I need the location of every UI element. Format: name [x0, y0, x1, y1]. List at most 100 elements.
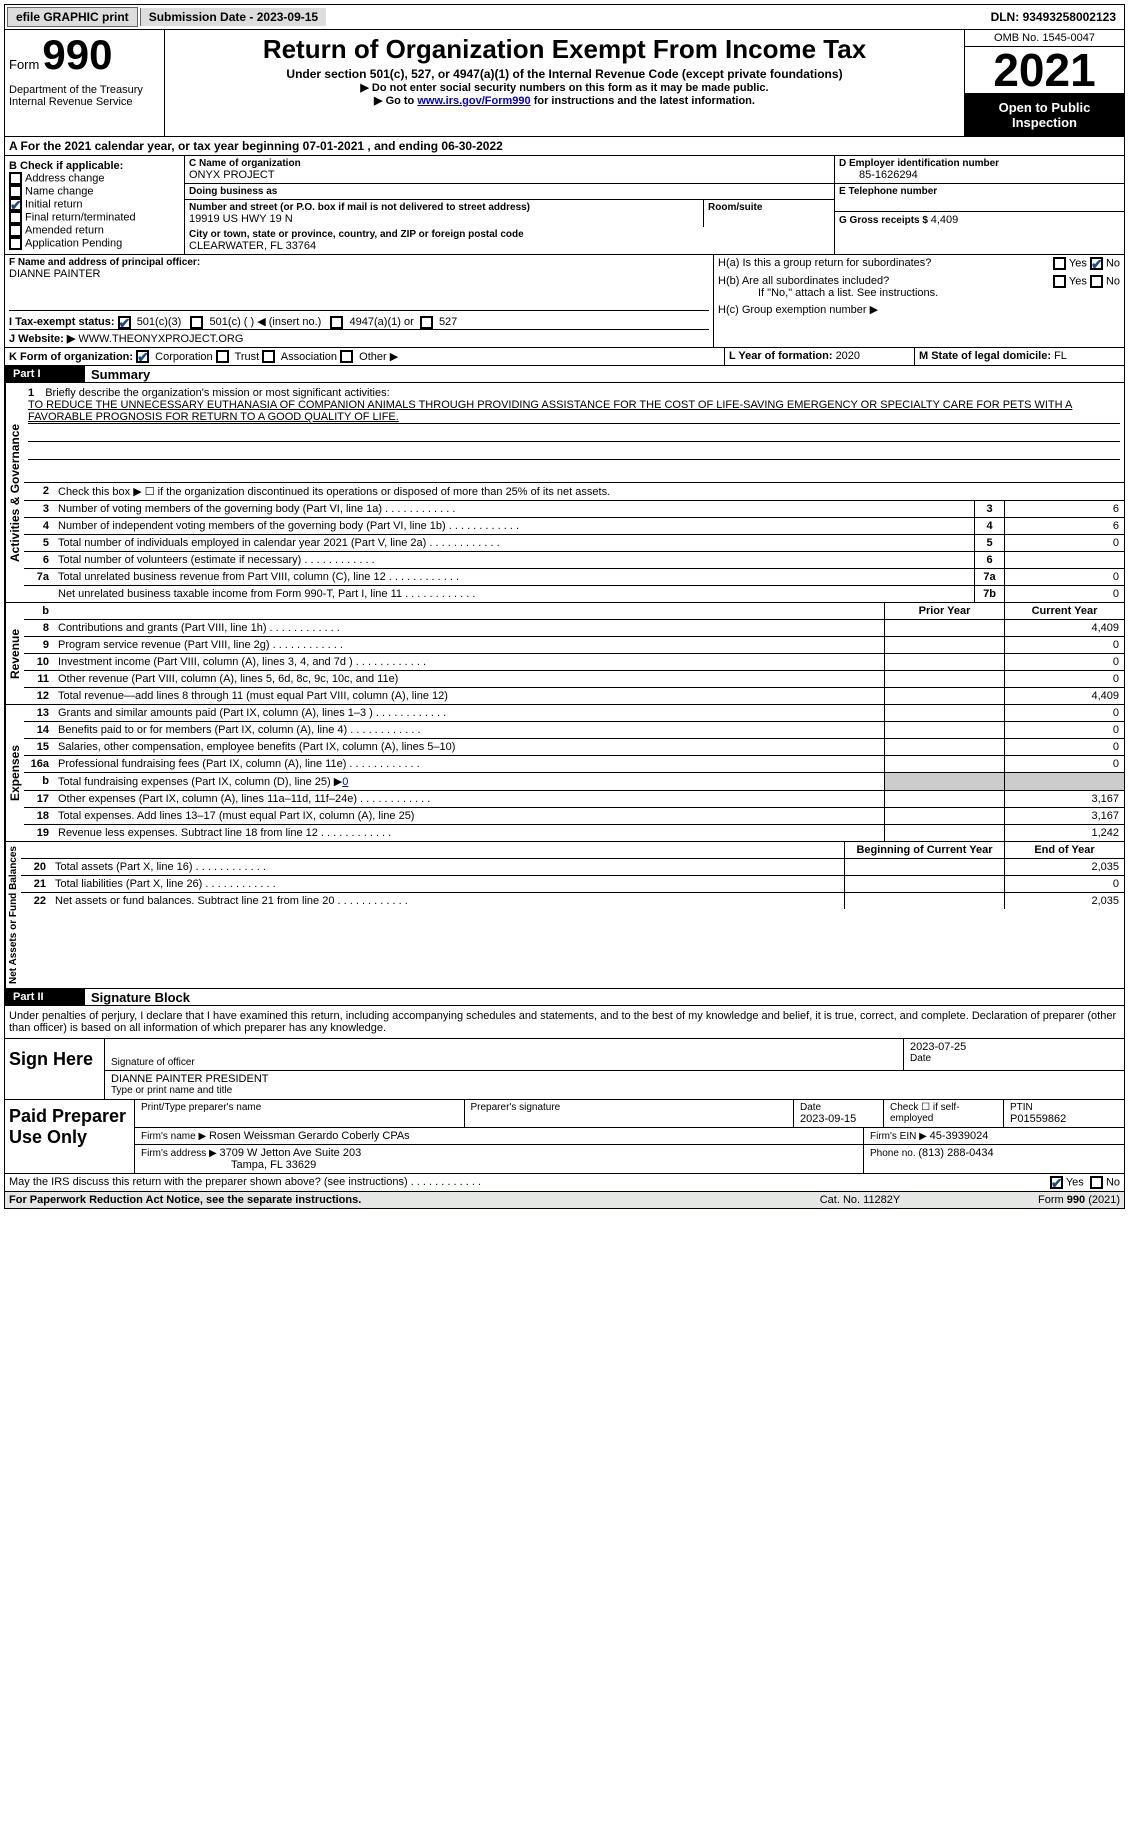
check-self-employed[interactable]: Check ☐ if self-employed [884, 1100, 1004, 1127]
street-label: Number and street (or P.O. box if mail i… [189, 202, 699, 213]
c20: 2,035 [1004, 859, 1124, 875]
section-k: K Form of organization: Corporation Trus… [5, 348, 724, 366]
discuss-no[interactable] [1090, 1176, 1103, 1189]
hdr-prior: Prior Year [884, 603, 1004, 619]
tab-expenses: Expenses [5, 705, 24, 841]
officer-label: F Name and address of principal officer: [9, 257, 709, 268]
hb-no[interactable] [1090, 275, 1103, 288]
line-7a: 7aTotal unrelated business revenue from … [24, 569, 1124, 586]
dln-cell: DLN: 93493258002123 [983, 8, 1124, 26]
ha-no[interactable] [1090, 257, 1103, 270]
preparer-line-2: Firm's name ▶ Rosen Weissman Gerardo Cob… [135, 1128, 1124, 1145]
v6 [1004, 552, 1124, 568]
sign-here-label: Sign Here [5, 1039, 105, 1099]
ha-row: H(a) Is this a group return for subordin… [718, 257, 1120, 269]
line-a-prefix: A For the 2021 calendar year, or tax yea… [9, 139, 303, 153]
title-box: Return of Organization Exempt From Incom… [165, 30, 964, 136]
street-value: 19919 US HWY 19 N [189, 213, 699, 225]
room-label: Room/suite [708, 202, 830, 213]
firm-addr2: Tampa, FL 33629 [141, 1159, 316, 1171]
section-b: B Check if applicable: Address change Na… [5, 156, 185, 254]
v5: 0 [1004, 535, 1124, 551]
city-value: CLEARWATER, FL 33764 [189, 240, 830, 252]
v7b: 0 [1004, 586, 1124, 602]
chk-initial-return[interactable]: Initial return [9, 198, 180, 211]
city-label: City or town, state or province, country… [189, 229, 830, 240]
section-fh: F Name and address of principal officer:… [4, 255, 1125, 348]
c13: 0 [1004, 705, 1124, 721]
efile-print-button[interactable]: efile GRAPHIC print [7, 7, 138, 27]
c12: 4,409 [1004, 688, 1124, 704]
hb-label: H(b) Are all subordinates included? [718, 275, 889, 287]
year-formation: 2020 [836, 350, 860, 362]
hb-yes[interactable] [1053, 275, 1066, 288]
section-f: F Name and address of principal officer:… [5, 255, 714, 347]
chk-amended-return[interactable]: Amended return [9, 224, 180, 237]
line-a-mid: , and ending [367, 139, 441, 153]
preparer-line-1: Print/Type preparer's name Preparer's si… [135, 1100, 1124, 1128]
line-a: A For the 2021 calendar year, or tax yea… [4, 137, 1125, 156]
chk-501c[interactable] [190, 316, 203, 329]
chk-trust[interactable] [216, 350, 229, 363]
sig-date: 2023-07-25 [910, 1041, 1118, 1053]
ha-yes[interactable] [1053, 257, 1066, 270]
summary-net-assets: Net Assets or Fund Balances Beginning of… [4, 842, 1125, 989]
hdr-begin: Beginning of Current Year [844, 842, 1004, 858]
chk-other[interactable] [340, 350, 353, 363]
submission-date-cell: Submission Date - 2023-09-15 [140, 8, 326, 26]
chk-address-change[interactable]: Address change [9, 172, 180, 185]
hdr-end: End of Year [1004, 842, 1124, 858]
chk-527[interactable] [420, 316, 433, 329]
l1-label: Briefly describe the organization's miss… [45, 387, 389, 399]
l-label: L Year of formation: [729, 350, 836, 362]
firm-name-label: Firm's name ▶ [141, 1131, 209, 1142]
header-block-bcdeg: B Check if applicable: Address change Na… [4, 156, 1125, 255]
c11: 0 [1004, 671, 1124, 687]
officer-name-line: DIANNE PAINTER PRESIDENT Type or print n… [105, 1071, 1124, 1099]
chk-4947[interactable] [330, 316, 343, 329]
part-2-header: Part II Signature Block [4, 989, 1125, 1006]
irs-link[interactable]: www.irs.gov/Form990 [417, 95, 530, 107]
sig-date-label: Date [910, 1053, 1118, 1064]
ha-label: H(a) Is this a group return for subordin… [718, 257, 931, 269]
m-label: M State of legal domicile: [919, 350, 1054, 362]
ein-value: 85-1626294 [839, 169, 1120, 181]
chk-corp[interactable] [136, 350, 149, 363]
line-18: 18Total expenses. Add lines 13–17 (must … [24, 808, 1124, 825]
firm-name: Rosen Weissman Gerardo Coberly CPAs [209, 1130, 410, 1142]
chk-name-change[interactable]: Name change [9, 185, 180, 198]
line-12: 12Total revenue—add lines 8 through 11 (… [24, 688, 1124, 704]
c8: 4,409 [1004, 620, 1124, 636]
line-16a: 16aProfessional fundraising fees (Part I… [24, 756, 1124, 773]
submission-label: Submission Date - [149, 10, 257, 24]
line-j: J Website: ▶ WWW.THEONYXPROJECT.ORG [9, 329, 709, 345]
c14: 0 [1004, 722, 1124, 738]
line-20: 20Total assets (Part X, line 16)2,035 [21, 859, 1124, 876]
state-domicile: FL [1054, 350, 1067, 362]
chk-assoc[interactable] [262, 350, 275, 363]
line-11: 11Other revenue (Part VIII, column (A), … [24, 671, 1124, 688]
perjury-declaration: Under penalties of perjury, I declare th… [5, 1006, 1124, 1039]
dba-label: Doing business as [189, 186, 830, 197]
form-footer: Form 990 (2021) [960, 1194, 1120, 1206]
paid-preparer-row: Paid Preparer Use Only Print/Type prepar… [5, 1099, 1124, 1173]
c16a: 0 [1004, 756, 1124, 772]
pdate-label: Date [800, 1102, 877, 1113]
c17: 3,167 [1004, 791, 1124, 807]
section-h: H(a) Is this a group return for subordin… [714, 255, 1124, 347]
c19: 1,242 [1004, 825, 1124, 841]
firm-ein-label: Firm's EIN ▶ [870, 1131, 930, 1142]
line-7b: Net unrelated business taxable income fr… [24, 586, 1124, 602]
line-10: 10Investment income (Part VIII, column (… [24, 654, 1124, 671]
chk-501c3[interactable] [118, 316, 131, 329]
chk-final-return[interactable]: Final return/terminated [9, 211, 180, 224]
fundraising-link[interactable]: 0 [342, 776, 348, 788]
ein-cell: D Employer identification number 85-1626… [835, 156, 1124, 184]
form-box: Form 990 Department of the Treasury Inte… [5, 30, 165, 136]
ptin-label: PTIN [1010, 1102, 1118, 1113]
sub3-a: ▶ Go to [374, 95, 417, 107]
discuss-yes[interactable] [1050, 1176, 1063, 1189]
c10: 0 [1004, 654, 1124, 670]
chk-application-pending[interactable]: Application Pending [9, 237, 180, 250]
ein-label: D Employer identification number [839, 158, 1120, 169]
